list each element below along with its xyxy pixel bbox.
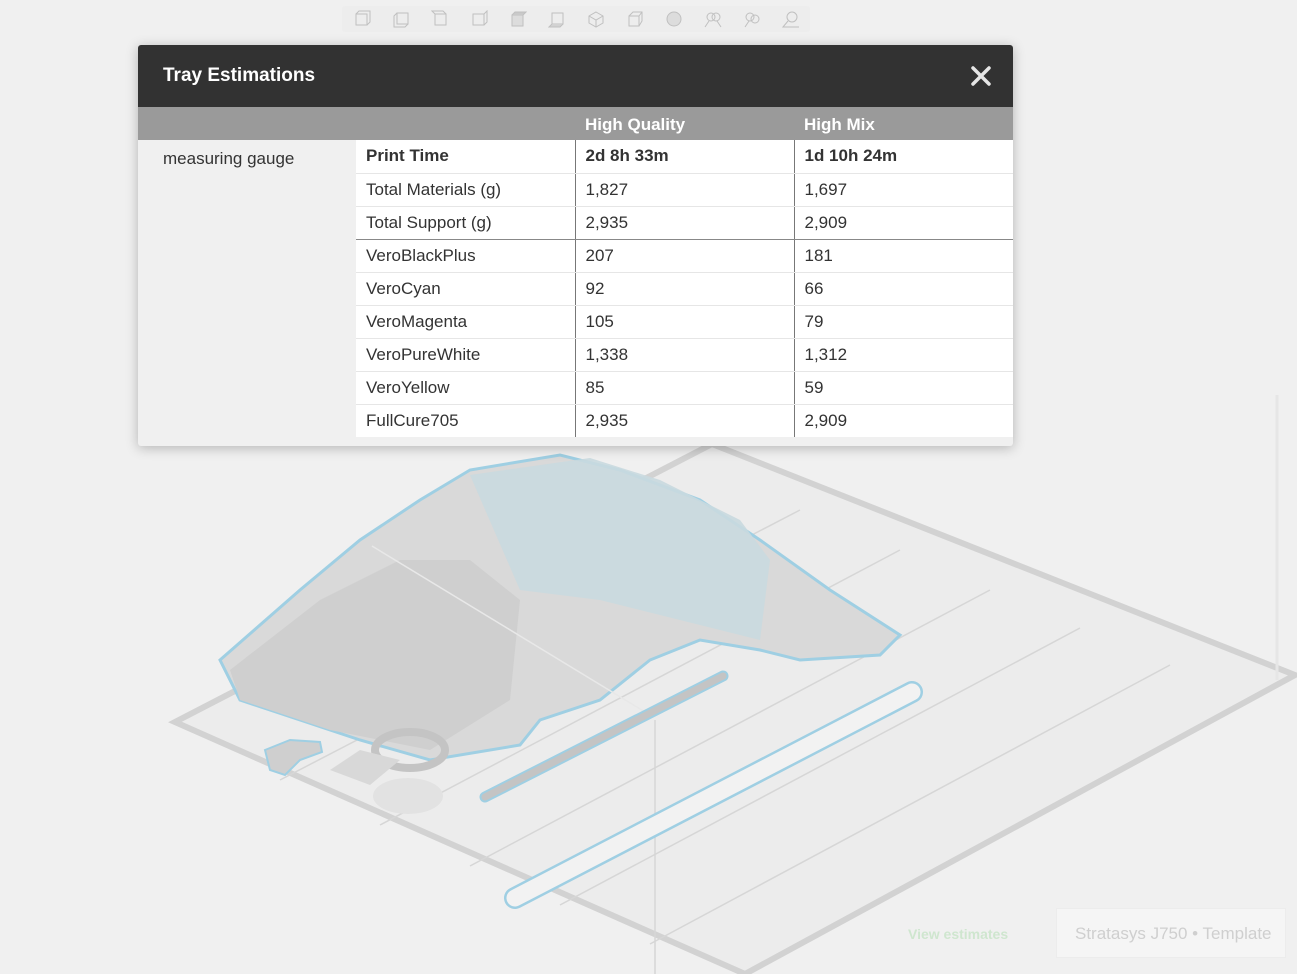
estimation-table: Print Time 2d 8h 33m 1d 10h 24m Total Ma… [356, 140, 1013, 437]
close-button[interactable] [969, 64, 993, 88]
row-label: VeroMagenta [356, 305, 575, 339]
column-header-row: High Quality High Mix [138, 107, 1013, 140]
high-mix-value: 66 [793, 272, 1013, 306]
high-quality-value: 92 [574, 272, 794, 306]
multi-select-icon[interactable] [741, 8, 763, 30]
drill-bit-model [504, 681, 923, 909]
high-mix-value: 1,312 [793, 338, 1013, 372]
estimation-body: measuring gauge Print Time 2d 8h 33m 1d … [138, 140, 1013, 446]
view-left-icon[interactable] [429, 8, 451, 30]
column-header-high-quality: High Quality [585, 115, 686, 134]
table-row: VeroYellow 85 59 [356, 371, 1013, 405]
printer-label: Stratasys J750 • Template [1075, 924, 1272, 943]
zoom-select-icon[interactable] [780, 8, 802, 30]
row-label: FullCure705 [366, 410, 459, 430]
table-row: Total Support (g) 2,935 2,909 [356, 206, 1013, 240]
view-top-icon[interactable] [507, 8, 529, 30]
table-row: VeroPureWhite 1,338 1,312 [356, 338, 1013, 372]
row-label: VeroYellow [356, 371, 575, 405]
high-quality-value: 1,827 [574, 173, 794, 207]
column-header-high-mix: High Mix [804, 115, 875, 134]
view-bottom-icon[interactable] [546, 8, 568, 30]
dialog-title: Tray Estimations [163, 65, 316, 86]
high-quality-value: 85 [574, 371, 794, 405]
group-select-icon[interactable] [702, 8, 724, 30]
view-toolbar [342, 6, 810, 32]
high-quality-value: 207 [574, 239, 794, 273]
high-mix-value: 59 [793, 371, 1013, 405]
sphere-icon[interactable] [663, 8, 685, 30]
row-label: Total Support (g) [356, 206, 575, 240]
tray-estimations-dialog: Tray Estimations High Quality High Mix m… [138, 45, 1013, 446]
table-row: Total Materials (g) 1,827 1,697 [356, 173, 1013, 207]
view-iso-alt-icon[interactable] [624, 8, 646, 30]
printer-selector[interactable]: Stratasys J750 • Template [1056, 908, 1286, 958]
close-icon [971, 66, 991, 86]
high-mix-value: 2,909 [793, 206, 1013, 240]
row-label: Print Time [356, 140, 575, 174]
high-quality-value: 2,935 [574, 206, 794, 240]
model-name: measuring gauge [163, 149, 295, 168]
row-label: VeroPureWhite [356, 338, 575, 372]
high-quality-value: 2d 8h 33m [574, 140, 794, 174]
row-label: VeroBlackPlus [356, 239, 575, 273]
row-label: Total Materials (g) [356, 173, 575, 207]
view-iso-icon[interactable] [585, 8, 607, 30]
high-quality-value: 105 [574, 305, 794, 339]
drill-model [218, 453, 903, 772]
view-front-icon[interactable] [351, 8, 373, 30]
dialog-header: Tray Estimations [138, 45, 1013, 107]
rod-model [479, 670, 729, 803]
high-mix-value: 181 [793, 239, 1013, 273]
view-estimates-link[interactable]: View estimates [908, 926, 1009, 942]
table-row: VeroBlackPlus 207 181 [356, 239, 1013, 273]
table-row: Print Time 2d 8h 33m 1d 10h 24m [356, 140, 1013, 174]
high-mix-value: 1d 10h 24m [793, 140, 1013, 174]
table-row: VeroCyan 92 66 [356, 272, 1013, 306]
table-row: FullCure705 2,935 2,909 [356, 404, 1013, 437]
high-quality-value: 1,338 [574, 338, 794, 372]
high-mix-value: 2,909 [793, 404, 1013, 437]
small-parts [263, 738, 443, 814]
table-row: VeroMagenta 105 79 [356, 305, 1013, 339]
view-back-icon[interactable] [390, 8, 412, 30]
row-label: VeroCyan [356, 272, 575, 306]
high-quality-value: 2,935 [574, 404, 794, 437]
view-right-icon[interactable] [468, 8, 490, 30]
high-mix-value: 79 [793, 305, 1013, 339]
high-mix-value: 1,697 [793, 173, 1013, 207]
